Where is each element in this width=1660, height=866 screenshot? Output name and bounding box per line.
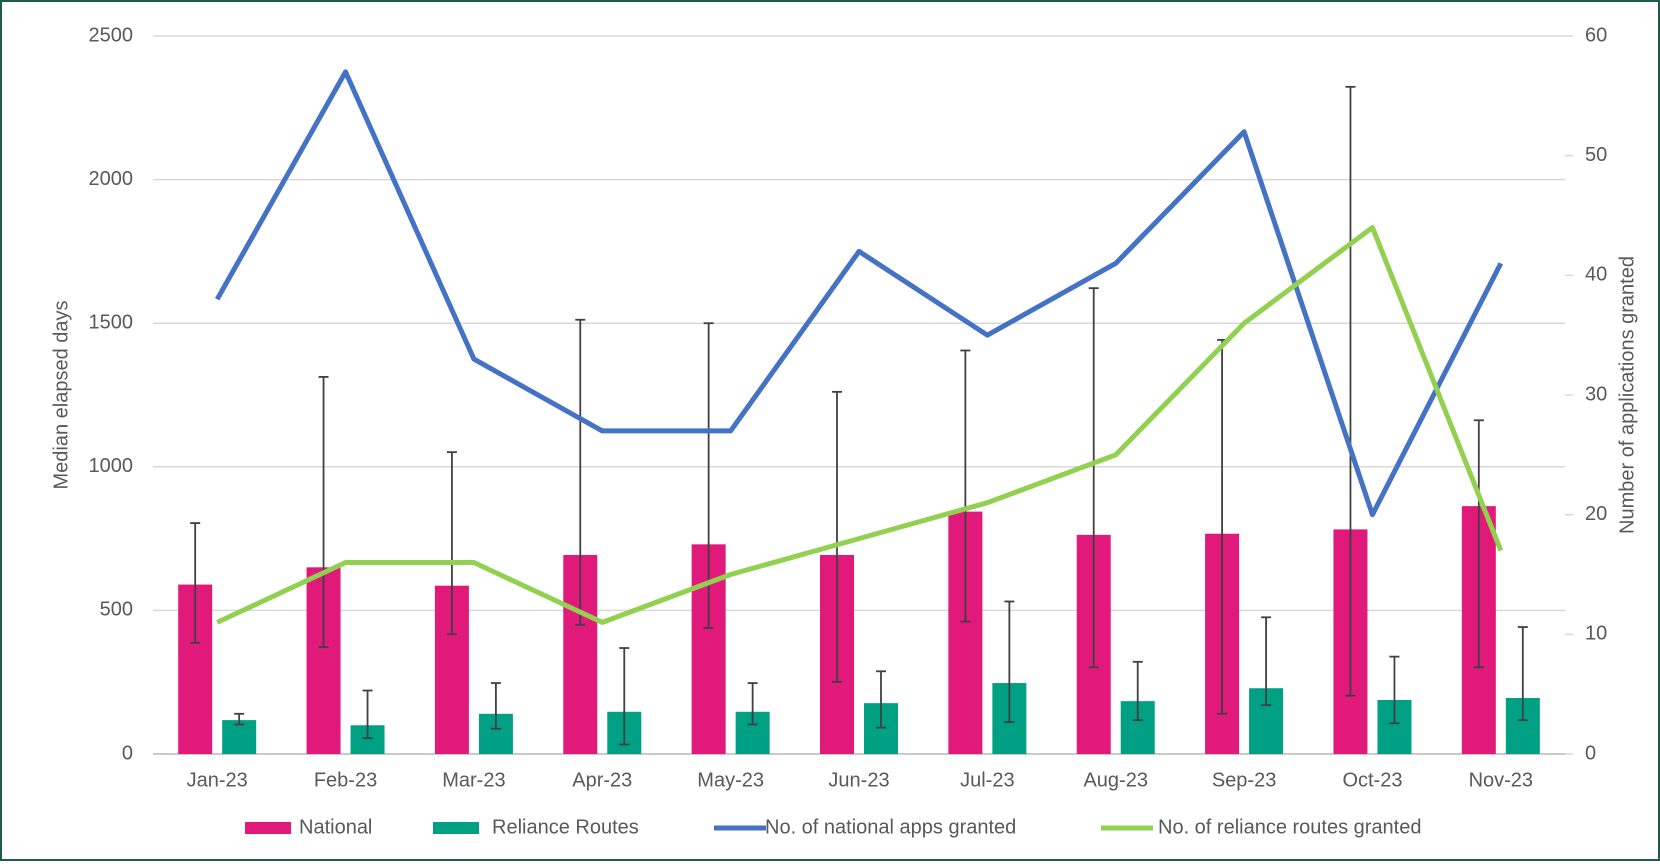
legend-label: No. of reliance routes granted bbox=[1158, 816, 1422, 838]
y-tick-label: 0 bbox=[122, 742, 133, 764]
y2-tick-label: 60 bbox=[1585, 24, 1607, 46]
y2-tick-label: 30 bbox=[1585, 383, 1607, 405]
x-tick-label: Apr-23 bbox=[572, 769, 632, 791]
y-tick-label: 2500 bbox=[89, 24, 134, 46]
y2-tick-label: 40 bbox=[1585, 264, 1607, 286]
y2-tick-label: 0 bbox=[1585, 742, 1596, 764]
x-tick-label: Nov-23 bbox=[1469, 769, 1533, 791]
legend-label: National bbox=[299, 816, 372, 838]
x-tick-label: Jun-23 bbox=[828, 769, 889, 791]
legend-label: No. of national apps granted bbox=[765, 816, 1016, 838]
y-axis-label: Median elapsed days bbox=[50, 300, 72, 489]
line-series bbox=[216, 224, 1504, 625]
y2-tick-label: 20 bbox=[1585, 503, 1607, 525]
y-tick-label: 2000 bbox=[89, 168, 134, 190]
x-tick-label: Mar-23 bbox=[442, 769, 505, 791]
y2-tick-label: 10 bbox=[1585, 623, 1607, 645]
x-tick-label: Aug-23 bbox=[1083, 769, 1148, 791]
x-tick-label: Feb-23 bbox=[314, 769, 377, 791]
legend-swatch bbox=[245, 822, 291, 834]
x-tick-label: Jul-23 bbox=[960, 769, 1014, 791]
line-series bbox=[215, 69, 1504, 518]
y-tick-label: 500 bbox=[100, 599, 133, 621]
y-tick-label: 1500 bbox=[89, 311, 134, 333]
x-tick-label: Jan-23 bbox=[187, 769, 248, 791]
x-tick-label: Oct-23 bbox=[1342, 769, 1402, 791]
bar bbox=[222, 720, 257, 754]
legend-swatch bbox=[433, 822, 479, 834]
x-tick-label: May-23 bbox=[697, 769, 764, 791]
y-tick-label: 1000 bbox=[89, 455, 134, 477]
legend-label: Reliance Routes bbox=[492, 816, 639, 838]
y2-axis-label: Number of applications granted bbox=[1616, 256, 1638, 534]
x-tick-label: Sep-23 bbox=[1212, 769, 1277, 791]
y2-tick-label: 50 bbox=[1585, 144, 1607, 166]
